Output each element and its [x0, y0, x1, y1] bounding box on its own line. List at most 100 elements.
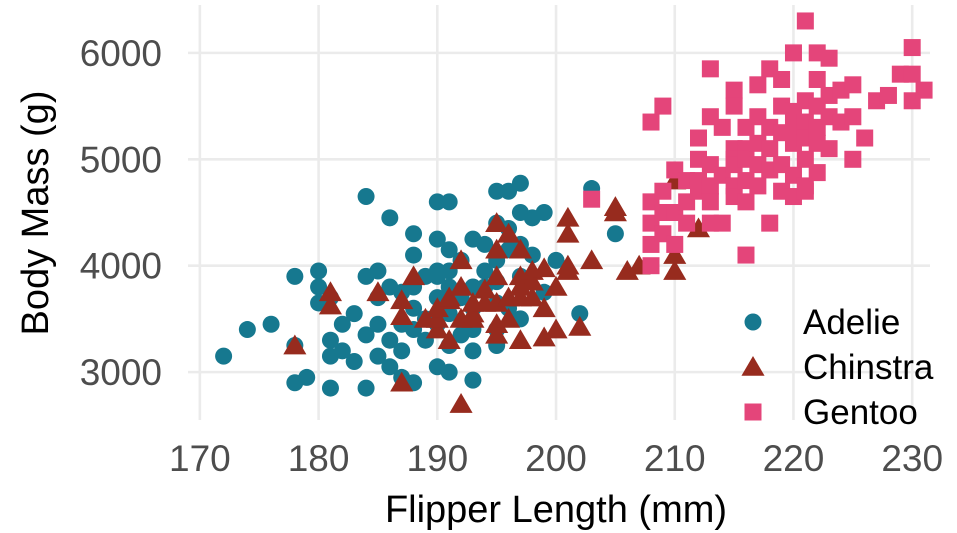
data-point	[568, 315, 592, 336]
data-point	[903, 39, 921, 57]
data-point	[310, 278, 328, 296]
data-point	[496, 307, 521, 328]
series-gentoo	[583, 12, 933, 275]
data-point	[701, 60, 719, 78]
data-point	[437, 286, 461, 307]
data-point	[298, 368, 316, 386]
data-point	[535, 204, 553, 221]
legend-item-chinstra: Chinstra	[741, 348, 934, 387]
data-point	[749, 76, 767, 94]
data-point	[508, 329, 532, 349]
data-point	[796, 12, 814, 30]
data-point	[725, 97, 743, 115]
data-point	[544, 318, 568, 339]
data-point	[808, 70, 826, 88]
ticks-layer: 170 180 190 200 210 220 230 3000 4000 5000 6000	[80, 33, 943, 479]
data-point	[844, 108, 862, 126]
data-point	[796, 150, 814, 168]
data-point	[737, 246, 755, 264]
data-point	[508, 275, 532, 296]
legend-item-gentoo: Gentoo	[744, 393, 918, 432]
x-tick-label: 180	[288, 438, 350, 479]
data-point	[749, 177, 767, 195]
data-point	[333, 342, 351, 360]
data-point	[369, 262, 387, 280]
data-point	[642, 257, 660, 275]
data-point	[532, 297, 556, 318]
data-point	[879, 86, 897, 104]
data-point	[737, 193, 755, 211]
data-point	[215, 347, 233, 365]
data-point	[844, 76, 862, 94]
legend-item-adelie: Adelie	[744, 303, 900, 342]
data-point	[654, 182, 672, 200]
data-point	[464, 342, 482, 360]
data-point	[485, 313, 509, 334]
y-tick-label: 6000	[80, 33, 162, 74]
data-point	[663, 244, 687, 264]
data-point	[556, 206, 580, 227]
data-point	[286, 267, 304, 285]
data-point	[689, 129, 707, 147]
data-point	[476, 235, 494, 253]
data-point	[686, 217, 711, 238]
data-point	[425, 297, 449, 318]
data-point	[761, 214, 779, 232]
data-point	[666, 235, 684, 253]
data-point	[449, 275, 473, 296]
data-point	[808, 164, 826, 182]
data-point	[283, 334, 307, 355]
data-point	[701, 193, 719, 211]
legend-key	[744, 313, 762, 331]
data-point	[440, 363, 458, 381]
data-point	[473, 278, 497, 299]
data-point	[571, 305, 589, 323]
legend-key	[741, 356, 765, 376]
data-point	[381, 331, 399, 349]
data-point	[390, 289, 414, 310]
y-axis-title: Body Mass (g)	[15, 91, 57, 336]
data-point	[369, 347, 387, 365]
series-adelie	[215, 174, 624, 397]
data-point	[321, 379, 339, 397]
data-point	[556, 260, 580, 280]
data-point	[440, 193, 458, 211]
x-tick-label: 200	[525, 438, 587, 479]
data-point	[345, 305, 363, 323]
data-point	[606, 225, 624, 243]
data-point	[654, 97, 672, 115]
data-point	[485, 238, 509, 259]
data-point	[262, 315, 280, 333]
data-point	[461, 307, 485, 328]
data-point	[642, 113, 660, 131]
data-point	[761, 140, 779, 158]
legend-label: Adelie	[803, 303, 900, 342]
data-point	[532, 257, 556, 278]
data-point	[615, 260, 639, 280]
data-point	[678, 214, 696, 232]
data-point	[485, 212, 509, 232]
data-point	[556, 222, 580, 243]
data-point	[511, 174, 529, 192]
data-point	[390, 305, 414, 326]
data-point	[357, 188, 375, 206]
data-point	[485, 291, 509, 312]
x-tick-label: 170	[169, 438, 231, 479]
x-tick-label: 230	[881, 438, 943, 479]
data-point	[725, 81, 743, 99]
data-point	[321, 331, 339, 349]
points-layer	[215, 12, 933, 413]
data-point	[580, 249, 604, 270]
data-point	[488, 182, 506, 200]
data-point	[520, 270, 544, 291]
x-axis-title: Flipper Length (mm)	[385, 489, 727, 531]
data-point	[844, 150, 862, 168]
x-tick-label: 210	[644, 438, 706, 479]
data-point	[915, 81, 933, 99]
data-point	[485, 323, 509, 344]
legend: Adelie Chinstra Gentoo	[741, 303, 934, 432]
data-point	[464, 371, 482, 389]
data-point	[856, 129, 874, 147]
data-point	[508, 238, 532, 259]
